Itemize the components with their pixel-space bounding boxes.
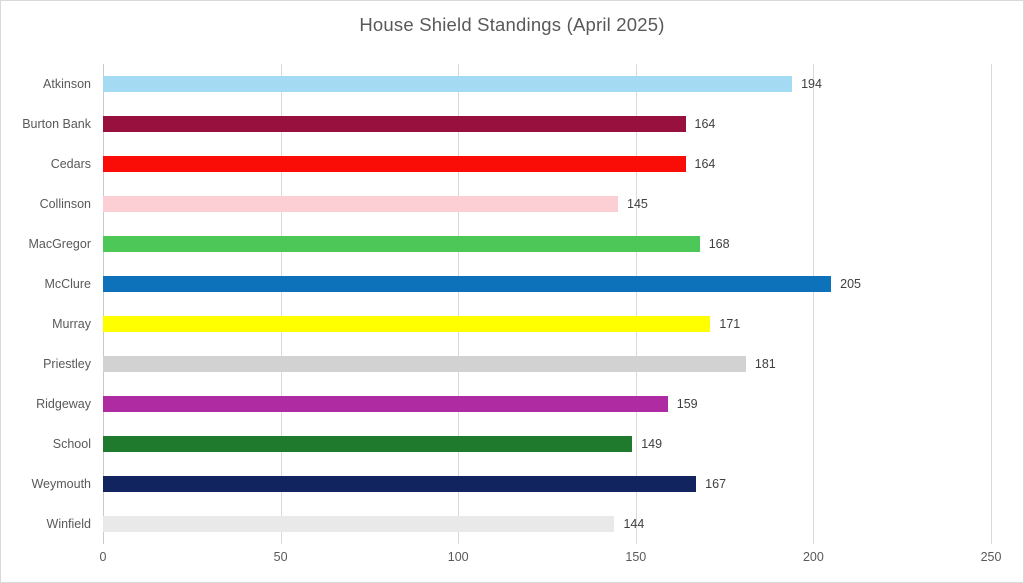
chart-title: House Shield Standings (April 2025) xyxy=(359,14,665,35)
x-tick-label-200: 200 xyxy=(802,550,824,564)
category-label-macgregor: MacGregor xyxy=(28,237,91,251)
category-axis-line xyxy=(103,64,104,544)
category-label-weymouth: Weymouth xyxy=(31,477,91,491)
value-label-priestley: 181 xyxy=(754,357,776,371)
category-label-cedars: Cedars xyxy=(50,157,91,171)
value-label-school: 149 xyxy=(641,437,663,451)
value-label-collinson: 145 xyxy=(627,197,648,211)
bar-collinson[interactable] xyxy=(103,196,619,212)
value-label-ridgeway: 159 xyxy=(676,397,698,411)
category-axis: Atkinson Burton Bank Cedars Collinson MacGre… xyxy=(1,64,91,544)
value-label-winfield: 144 xyxy=(623,517,645,531)
bar-row-macgregor: 168 xyxy=(103,224,991,264)
bar-cedars[interactable] xyxy=(103,156,686,172)
bar-row-collinson: 145 xyxy=(103,184,991,224)
bar-mcclure[interactable] xyxy=(103,276,832,292)
category-label-ridgeway: Ridgeway xyxy=(36,397,91,411)
gridline-200 xyxy=(813,64,815,544)
plot-area: 194 164 164 145 168 205 171 181 159 149 167 144 xyxy=(103,64,992,544)
category-label-mcclure: McClure xyxy=(44,277,91,291)
value-label-atkinson: 194 xyxy=(801,77,822,91)
bar-atkinson[interactable] xyxy=(103,76,793,92)
category-label-collinson: Collinson xyxy=(39,197,91,211)
bar-burton-bank[interactable] xyxy=(103,116,686,132)
gridline-250 xyxy=(991,64,992,544)
bar-row-priestley: 181 xyxy=(103,344,991,384)
value-axis: 0 50 100 150 200 250 xyxy=(99,550,1002,566)
bar-macgregor[interactable] xyxy=(103,236,700,252)
bar-murray[interactable] xyxy=(103,316,711,332)
category-label-priestley: Priestley xyxy=(43,357,91,371)
value-label-cedars: 164 xyxy=(694,157,716,171)
bar-weymouth[interactable] xyxy=(103,476,697,492)
category-label-burton-bank: Burton Bank xyxy=(22,117,91,131)
x-tick-label-50: 50 xyxy=(273,550,288,564)
category-label-school: School xyxy=(52,437,91,451)
x-tick-label-100: 100 xyxy=(447,550,469,564)
bar-row-mcclure: 205 xyxy=(103,264,991,304)
bar-row-winfield: 144 xyxy=(103,504,991,544)
category-label-murray: Murray xyxy=(52,317,91,331)
value-label-murray: 171 xyxy=(719,317,741,331)
gridline-150 xyxy=(635,64,637,544)
value-label-weymouth: 167 xyxy=(705,477,727,491)
bar-winfield[interactable] xyxy=(103,516,615,532)
gridline-50 xyxy=(280,64,282,544)
bar-row-ridgeway: 159 xyxy=(103,384,991,424)
gridline-100 xyxy=(458,64,460,544)
value-label-burton-bank: 164 xyxy=(694,117,716,131)
bar-row-murray: 171 xyxy=(103,304,991,344)
bar-row-school: 149 xyxy=(103,424,991,464)
x-tick-label-0: 0 xyxy=(99,550,107,564)
bar-row-atkinson: 194 xyxy=(103,64,991,104)
x-tick-label-250: 250 xyxy=(980,550,1002,564)
bar-school[interactable] xyxy=(103,436,633,452)
category-label-atkinson: Atkinson xyxy=(43,77,91,91)
category-label-winfield: Winfield xyxy=(46,517,91,531)
bar-row-weymouth: 167 xyxy=(103,464,991,504)
value-label-macgregor: 168 xyxy=(708,237,730,251)
bars-layer: 194 164 164 145 168 205 171 181 159 149 167 144 xyxy=(103,64,991,544)
bar-row-cedars: 164 xyxy=(103,144,991,184)
bar-row-burton-bank: 164 xyxy=(103,104,991,144)
bar-priestley[interactable] xyxy=(103,356,746,372)
x-tick-label-150: 150 xyxy=(625,550,647,564)
bar-ridgeway[interactable] xyxy=(103,396,668,412)
value-label-mcclure: 205 xyxy=(840,277,862,291)
